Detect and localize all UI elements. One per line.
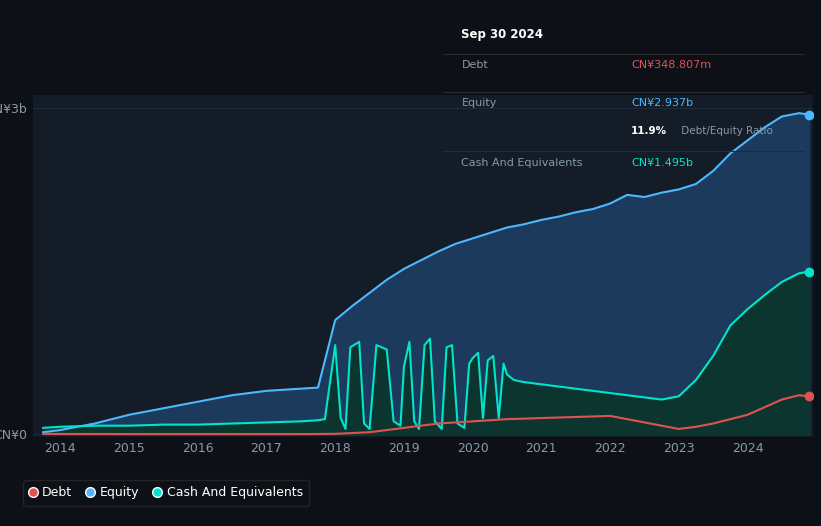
Text: Debt/Equity Ratio: Debt/Equity Ratio	[678, 126, 773, 136]
Text: Sep 30 2024: Sep 30 2024	[461, 28, 544, 42]
Text: Debt: Debt	[461, 60, 488, 70]
Text: CN¥1.495b: CN¥1.495b	[631, 158, 693, 168]
Text: Cash And Equivalents: Cash And Equivalents	[461, 158, 583, 168]
Text: CN¥2.937b: CN¥2.937b	[631, 98, 693, 108]
Text: CN¥348.807m: CN¥348.807m	[631, 60, 711, 70]
Text: 11.9%: 11.9%	[631, 126, 667, 136]
Text: Equity: Equity	[461, 98, 497, 108]
Legend: Debt, Equity, Cash And Equivalents: Debt, Equity, Cash And Equivalents	[24, 480, 310, 505]
